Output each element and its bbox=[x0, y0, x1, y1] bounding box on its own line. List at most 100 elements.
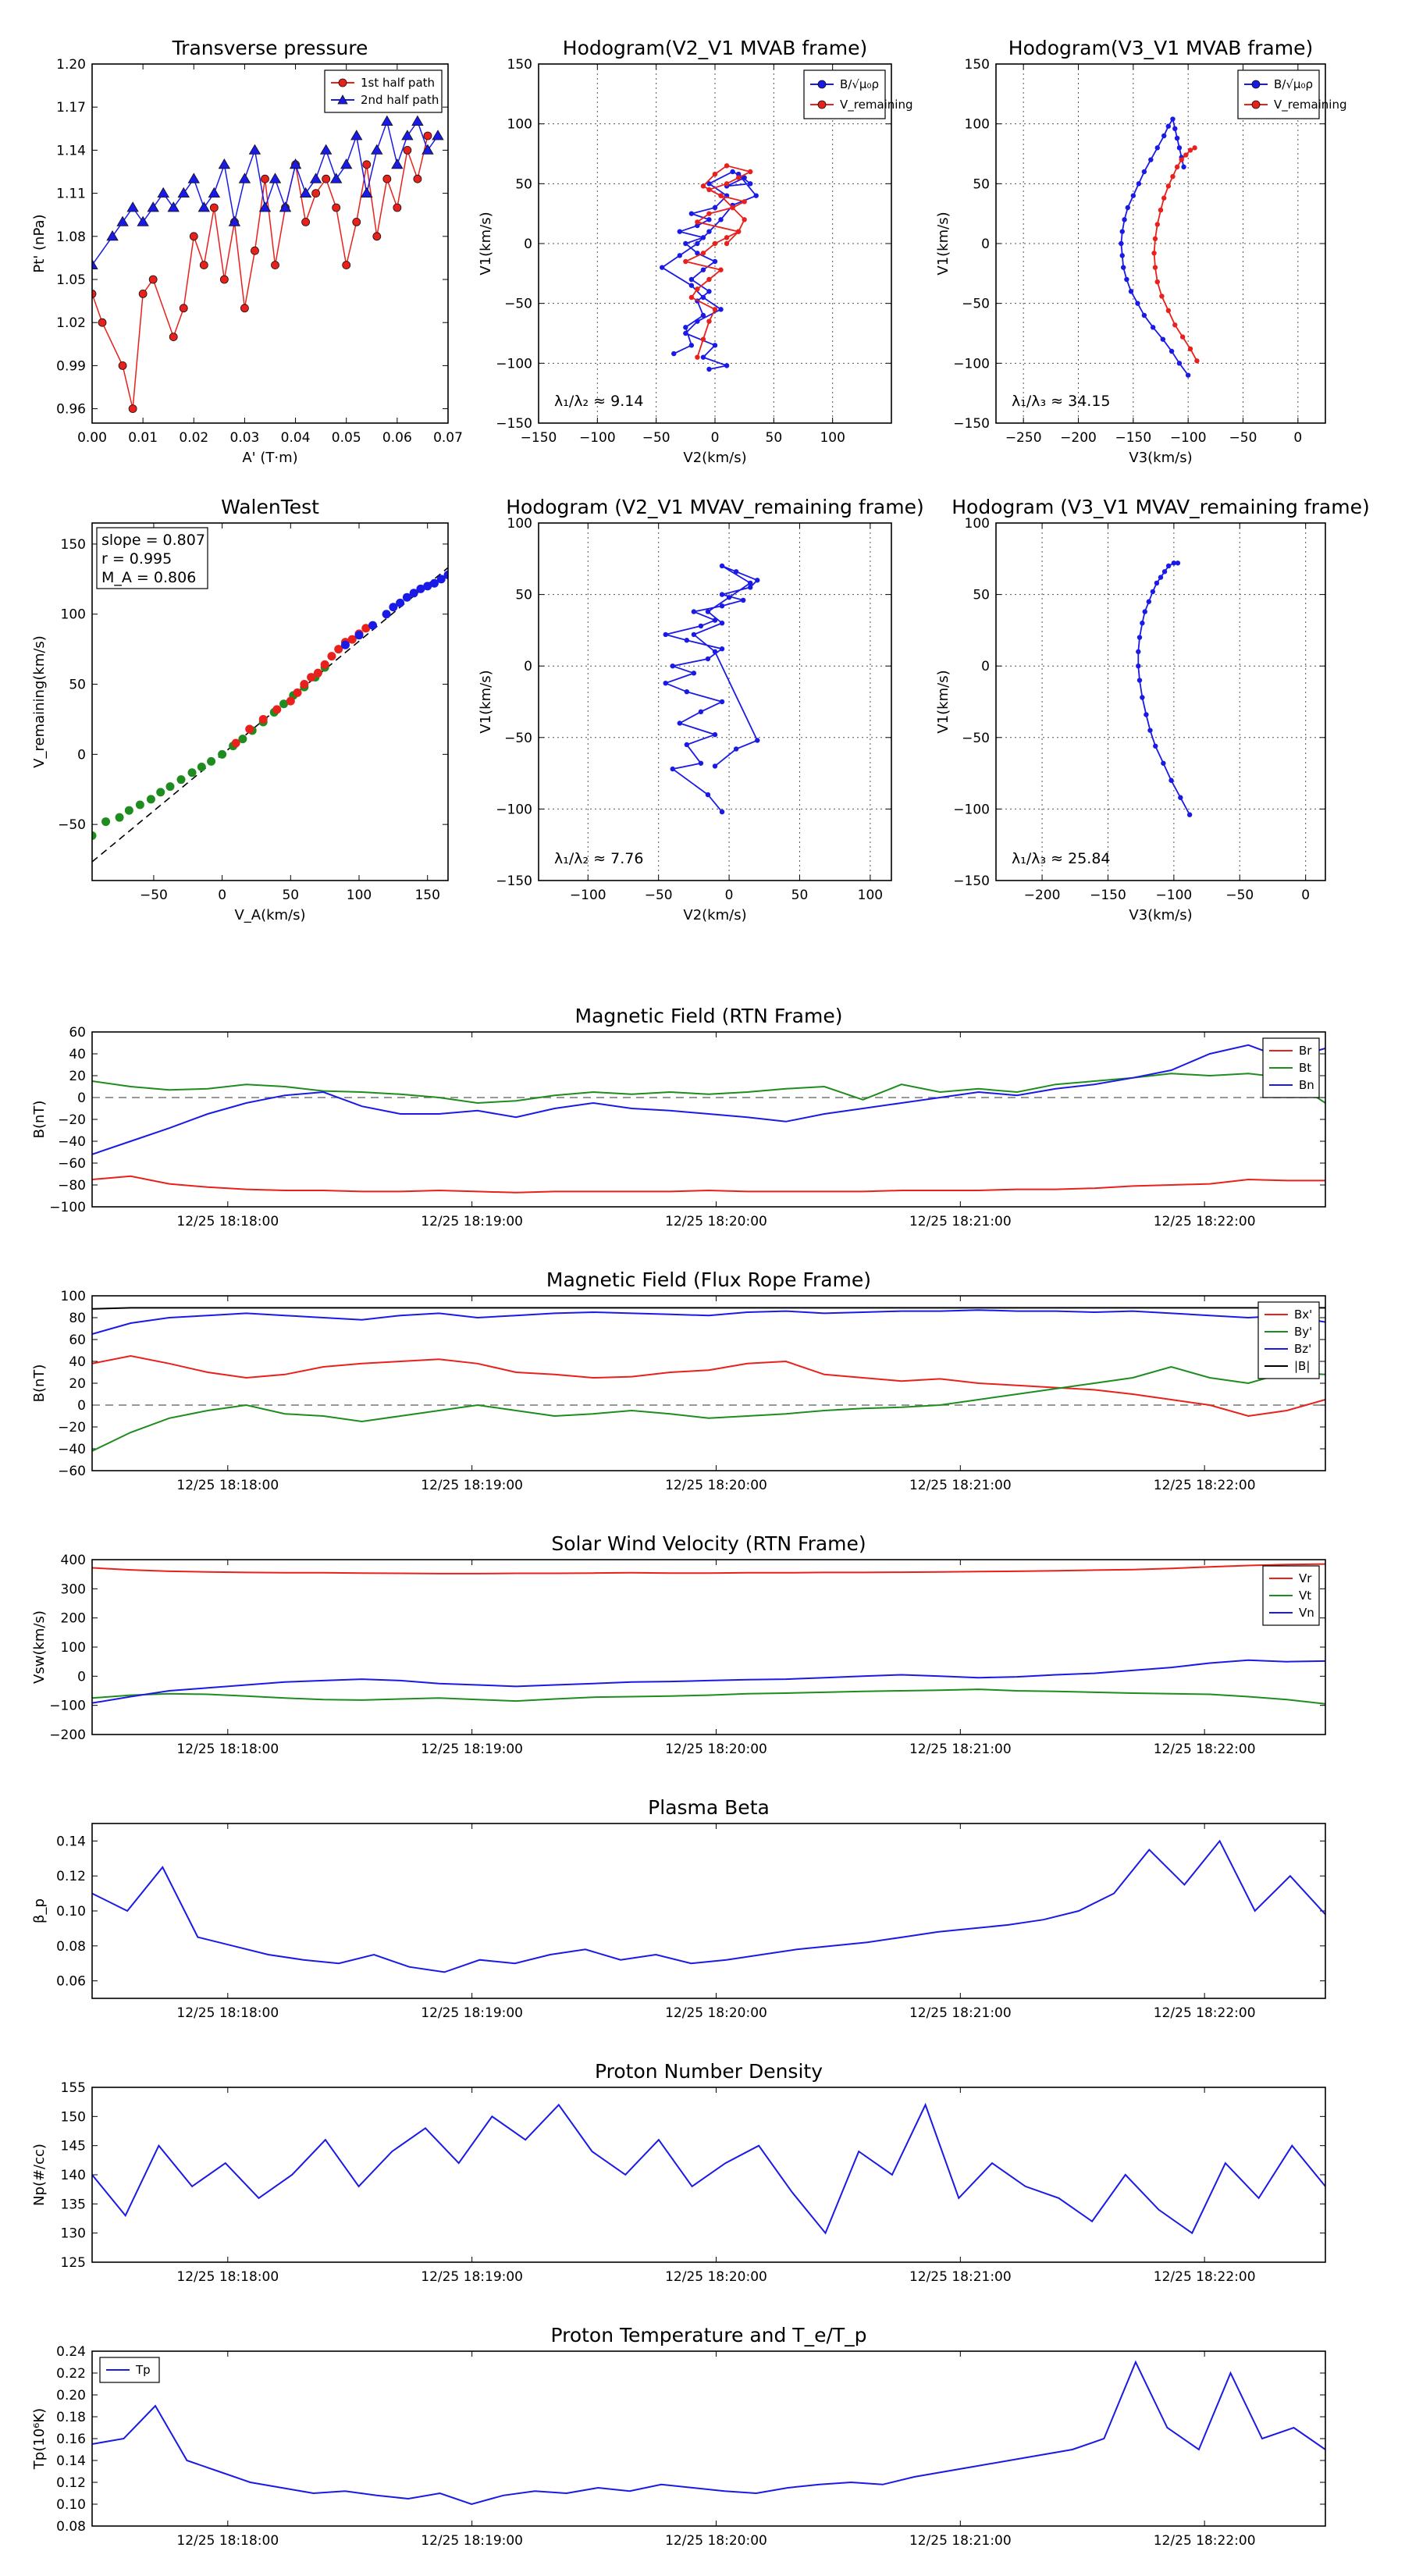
data-point bbox=[272, 705, 282, 714]
y-tick-label: 60 bbox=[69, 1332, 86, 1348]
y-tick-label: 50 bbox=[515, 176, 532, 192]
data-point bbox=[1142, 609, 1147, 614]
series-line bbox=[92, 1175, 1325, 1194]
x-tick-label: 12/25 18:19:00 bbox=[421, 2533, 523, 2549]
x-tick-label: 12/25 18:18:00 bbox=[176, 1742, 279, 1757]
data-point bbox=[238, 735, 247, 744]
x-tick-label: 12/25 18:21:00 bbox=[909, 2269, 1012, 2285]
data-point bbox=[677, 229, 682, 234]
legend: 1st half path 2nd half path bbox=[324, 69, 443, 113]
y-tick-label: 0.12 bbox=[56, 1869, 86, 1884]
data-point bbox=[228, 215, 241, 226]
data-point bbox=[683, 330, 688, 336]
data-point bbox=[712, 171, 718, 177]
legend-label: V_remaining bbox=[840, 98, 913, 112]
data-point bbox=[416, 584, 425, 593]
data-point bbox=[1176, 361, 1183, 366]
x-tick-label: 12/25 18:19:00 bbox=[421, 2005, 523, 2021]
legend-label: Vr bbox=[1299, 1571, 1312, 1585]
annotation: λ₁/λ₂ ≈ 9.14 bbox=[554, 393, 643, 410]
y-tick-label: 0 bbox=[77, 1669, 86, 1685]
data-point bbox=[197, 763, 206, 772]
y-tick-label: 50 bbox=[69, 678, 86, 693]
data-point bbox=[329, 173, 343, 183]
x-axis-label: V3(km/s) bbox=[1129, 907, 1192, 923]
data-point bbox=[1172, 322, 1178, 328]
y-tick-label: 0.10 bbox=[56, 1904, 86, 1920]
panel-hodogram-v3v1-mvab: Hodogram(V3_V1 MVAB frame) −150 −100 −50 0 50… bbox=[935, 37, 1347, 466]
data-point bbox=[352, 217, 361, 226]
data-point bbox=[1192, 145, 1197, 151]
y-tick-label: 0.08 bbox=[56, 2519, 86, 2535]
y-tick-label: 150 bbox=[61, 537, 86, 553]
annotation: λ₁/λ₃ ≈ 25.84 bbox=[1012, 850, 1111, 867]
y-tick-label: 50 bbox=[973, 176, 990, 192]
data-point bbox=[340, 640, 350, 649]
series-Np bbox=[92, 2102, 1325, 2235]
data-point bbox=[700, 235, 706, 240]
data-point bbox=[1161, 195, 1167, 201]
x-tick-label: −150 bbox=[521, 430, 557, 446]
stats-line: r = 0.995 bbox=[101, 550, 172, 568]
data-point bbox=[1136, 664, 1141, 669]
data-point bbox=[361, 187, 373, 197]
data-point bbox=[695, 219, 700, 225]
x-tick-label: −50 bbox=[1229, 430, 1257, 446]
y-tick-label: −50 bbox=[962, 297, 990, 312]
data-point bbox=[719, 621, 725, 626]
y-tick-label: −100 bbox=[49, 1699, 86, 1714]
plot-area bbox=[92, 1307, 1325, 1452]
data-point bbox=[409, 589, 418, 598]
data-point bbox=[1181, 164, 1186, 170]
data-point bbox=[176, 775, 186, 785]
data-point bbox=[1178, 795, 1183, 800]
y-tick-label: 100 bbox=[61, 1640, 86, 1656]
data-point bbox=[1152, 265, 1158, 270]
y-tick-label: 300 bbox=[61, 1582, 86, 1597]
panel-plasma-beta: Plasma Beta 0.06 0.08 0.10 0.12 0.14 12/25 18:… bbox=[31, 1796, 1326, 2021]
data-point bbox=[698, 709, 704, 715]
data-point bbox=[279, 699, 289, 709]
data-point bbox=[1165, 308, 1172, 314]
x-axis-label: A' (T·m) bbox=[242, 450, 297, 466]
data-point bbox=[712, 343, 718, 348]
y-axis-label: V1(km/s) bbox=[478, 212, 494, 275]
x-tick-label: 12/25 18:22:00 bbox=[1154, 1478, 1256, 1493]
y-tick-label: 150 bbox=[965, 57, 990, 73]
data-point bbox=[1141, 312, 1147, 318]
y-axis-label: Tp(10⁶K) bbox=[31, 2408, 48, 2470]
legend: Bx' By' Bz' |B| bbox=[1257, 1301, 1320, 1379]
y-tick-label: −40 bbox=[58, 1134, 86, 1150]
legend-marker bbox=[817, 100, 827, 109]
y-tick-label: 130 bbox=[61, 2226, 86, 2242]
data-point bbox=[1179, 334, 1186, 340]
data-point bbox=[700, 312, 706, 318]
data-point bbox=[371, 144, 383, 155]
data-point bbox=[334, 645, 343, 654]
data-point bbox=[248, 144, 261, 155]
data-point bbox=[1174, 135, 1180, 141]
data-point bbox=[240, 304, 249, 313]
y-tick-label: 40 bbox=[69, 1047, 86, 1062]
x-tick-label: 0.00 bbox=[77, 430, 107, 446]
x-tick-label: 12/25 18:21:00 bbox=[909, 1742, 1012, 1757]
data-point bbox=[706, 276, 712, 283]
legend-item: 1st half path bbox=[331, 76, 435, 90]
legend-frame bbox=[324, 69, 443, 113]
y-tick-label: 100 bbox=[61, 1289, 86, 1304]
data-point bbox=[189, 232, 198, 241]
y-axis-label: V_remaining(km/s) bbox=[31, 635, 48, 768]
data-point bbox=[706, 181, 712, 187]
series-Vr bbox=[92, 1563, 1325, 1574]
data-point bbox=[742, 175, 747, 180]
data-point bbox=[1119, 253, 1125, 258]
y-tick-label: 0.22 bbox=[56, 2366, 86, 2382]
data-point bbox=[684, 742, 690, 748]
x-axis-label: V2(km/s) bbox=[683, 450, 746, 466]
y-tick-label: 0.16 bbox=[56, 2432, 86, 2447]
data-point bbox=[700, 267, 706, 272]
data-point bbox=[327, 652, 336, 661]
data-point bbox=[156, 788, 165, 797]
data-point bbox=[261, 174, 269, 183]
y-tick-label: −100 bbox=[953, 802, 990, 817]
